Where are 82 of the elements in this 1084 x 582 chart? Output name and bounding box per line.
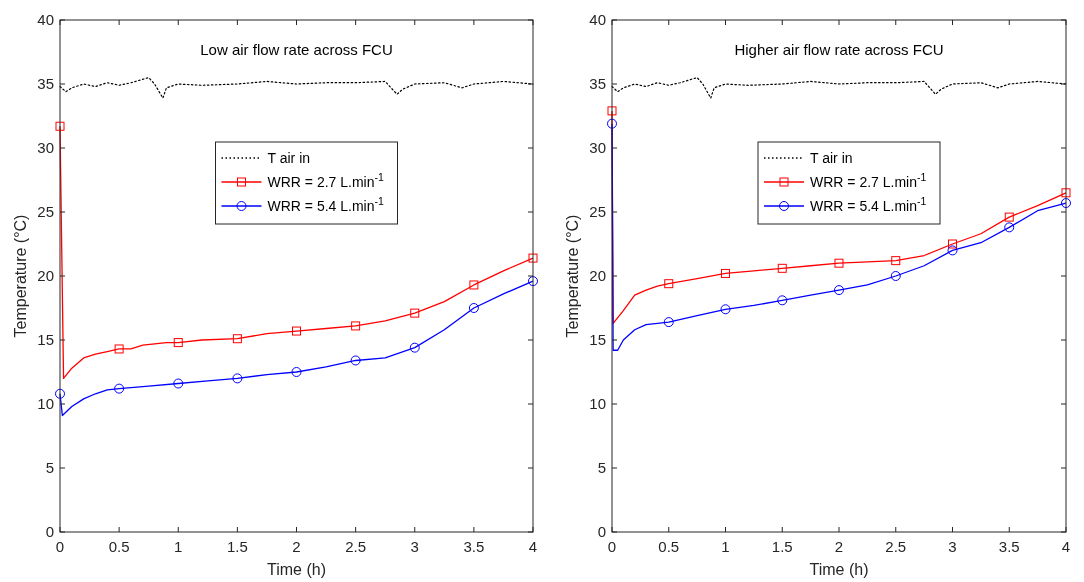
point [947,245,958,256]
text: Higher air flow rate across FCU [734,41,944,58]
point [350,355,361,366]
point [720,304,731,315]
y-tick-label: 15 [589,331,606,348]
point [777,263,787,273]
point [528,253,538,263]
y-tick-label: 20 [589,267,606,284]
x-tick-label: 4 [1061,538,1071,555]
point [55,121,65,131]
x-tick-label: 2 [834,538,844,555]
y-tick-label: 15 [37,331,54,348]
x-tick-label: 2.5 [885,538,907,555]
x-tick-label: 1 [721,538,730,555]
point [232,334,242,344]
point [468,303,479,313]
point [55,388,65,399]
point [410,308,420,318]
point [834,258,844,268]
point [1061,198,1071,209]
y-axis-title: Temperature (°C) [564,214,581,338]
point [834,285,844,296]
x-tick-label: 1.5 [226,538,248,555]
y-tick-label: 5 [45,459,54,476]
y-axis-title: Temperature (°C) [12,214,29,338]
x-tick-label: 3.5 [998,538,1020,555]
point [409,342,420,353]
point [114,344,124,354]
y-tick-label: 25 [589,203,606,220]
legend-label: WRR = 5.4 L.min$^{-1}$ [267,195,384,214]
legend-label: WRR = 2.7 L.min$^{-1}$ [810,171,927,190]
point [663,317,674,328]
x-axis-title: Time (h) [267,561,326,578]
point [1004,212,1014,222]
x-tick-label: 1.5 [771,538,793,555]
point [890,271,901,281]
y-tick-label: 30 [589,139,606,156]
x-tick-label: 0.5 [108,538,130,555]
point [948,239,957,249]
point [607,106,617,116]
point [351,321,361,331]
point [891,256,901,266]
point [721,268,730,278]
y-tick-label: 10 [37,395,54,412]
y-tick-label: 5 [597,459,606,476]
point [607,118,617,129]
y-tick-label: 10 [589,395,606,412]
y-tick-label: 35 [589,75,606,92]
x-tick-label: 2.5 [345,538,367,555]
legend-label: WRR = 2.7 L.min$^{-1}$ [267,171,384,190]
x-tick-label: 4 [528,538,538,555]
point [232,373,243,384]
point [292,326,301,336]
point [1061,188,1071,198]
x-tick-label: 3.5 [463,538,485,555]
point [528,276,538,287]
y-tick-label: 25 [37,203,54,220]
y-tick-label: 40 [589,11,606,28]
y-tick-label: 0 [597,523,606,540]
point [469,280,479,290]
legend-label: WRR = 5.4 L.min$^{-1}$ [810,195,927,214]
legend-label: T air in [810,150,853,166]
point [114,383,125,394]
x-tick-label: 3 [948,538,957,555]
y-tick-label: 20 [37,267,54,284]
y-tick-label: 0 [45,523,54,540]
x-tick-label: 1 [174,538,183,555]
y-tick-label: 40 [37,11,54,28]
x-tick-label: 2 [292,538,301,555]
y-tick-label: 30 [37,139,54,156]
legend-label: T air in [267,150,311,166]
y-tick-label: 35 [37,75,54,92]
x-axis-title: Time (h) [809,561,869,578]
point [777,295,788,306]
point [664,279,674,289]
x-tick-label: 0.5 [658,538,680,555]
x-tick-label: 3 [410,538,419,555]
point [1004,222,1015,233]
text: Low air flow rate across FCU [200,41,393,58]
point [173,378,184,389]
point [291,367,302,377]
point [173,338,183,348]
